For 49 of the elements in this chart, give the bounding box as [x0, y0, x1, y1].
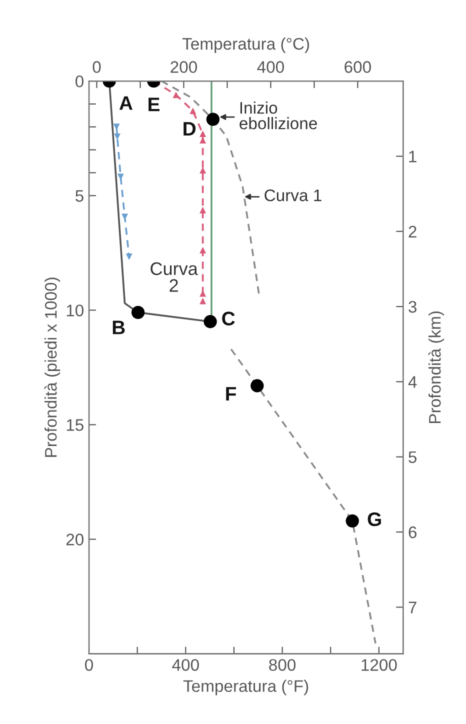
y-tick-label: 20: [66, 534, 84, 546]
point: [122, 214, 128, 220]
y2-tick-label: 7: [408, 602, 416, 614]
annotation: F: [226, 387, 236, 401]
point: [200, 298, 206, 304]
x-axis-title: Temperatura (°F): [183, 680, 308, 696]
x-tick-label: 0: [85, 659, 93, 671]
y2-tick-label: 4: [408, 376, 417, 388]
x2-axis-title: Temperatura (°C): [182, 38, 310, 54]
y-axis-title: Profondità (piedi x 1000): [44, 278, 60, 457]
annotation: Inizio ebollizione: [240, 102, 317, 130]
y2-tick-label: 5: [408, 451, 417, 464]
point: [190, 108, 196, 114]
point: [200, 206, 206, 214]
annotation: E: [148, 98, 160, 112]
point: [200, 166, 206, 174]
x2-tick-label: 0: [92, 61, 101, 73]
x2-tick-label: 200: [170, 61, 197, 73]
annotation: B: [112, 320, 125, 334]
point: [204, 315, 217, 328]
point: [126, 254, 132, 260]
x-tick-label: 800: [269, 659, 296, 671]
annotation: D: [184, 122, 196, 136]
x2-tick-label: 400: [257, 61, 284, 73]
annotation: Curva 1: [264, 189, 322, 202]
y2-tick-label: 6: [408, 526, 416, 538]
annotation: G: [368, 512, 381, 526]
y-tick-label: 10: [66, 304, 84, 316]
x2-tick-label: 600: [344, 61, 371, 73]
x-tick-label: 400: [172, 659, 199, 671]
point: [131, 306, 145, 320]
y-tick-label: 0: [76, 75, 84, 88]
y2-tick-label: 1: [409, 150, 416, 162]
point: [206, 112, 220, 126]
y2-axis-title: Profondità (km): [428, 312, 444, 424]
y2-tick-label: 2: [408, 226, 416, 238]
annotation: Curva 2: [150, 262, 198, 292]
y-tick-label: 15: [66, 419, 84, 431]
point: [200, 246, 206, 254]
annotation: A: [119, 96, 132, 110]
point: [200, 130, 206, 138]
y2-tick-label: 3: [408, 300, 416, 313]
point: [250, 379, 264, 392]
point: [346, 514, 359, 528]
y-tick-label: 5: [76, 190, 84, 202]
x-tick-label: 1200: [362, 659, 397, 671]
point: [114, 133, 121, 140]
point: [172, 92, 180, 98]
annotation: C: [222, 312, 235, 326]
